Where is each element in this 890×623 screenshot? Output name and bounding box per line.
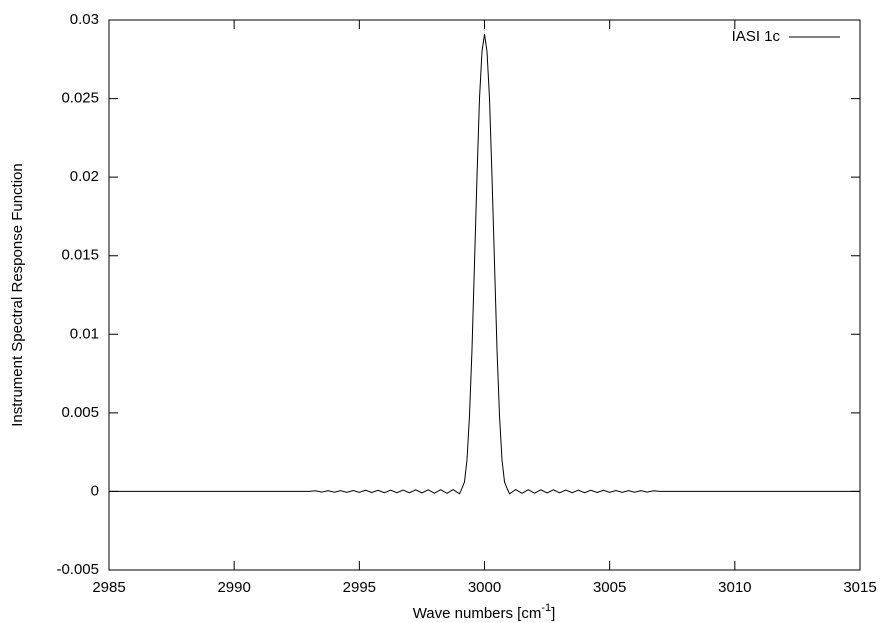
y-tick-label: 0 [91,482,99,499]
x-tick-label: 3010 [718,579,751,596]
x-axis-label-sup: -1 [541,602,551,614]
x-axis-label: Wave numbers [cm-1] [413,602,556,622]
x-tick-label: 2990 [217,579,250,596]
y-tick-label: 0.015 [61,247,99,264]
x-axis-label-suffix: ] [551,605,555,622]
y-tick-label: 0.025 [61,90,99,107]
x-tick-label: 2995 [343,579,376,596]
x-tick-label: 2985 [92,579,125,596]
legend-label: IASI 1c [732,28,781,45]
series-line [109,34,860,495]
x-tick-label: 3015 [843,579,876,596]
y-tick-label: 0.03 [70,11,99,28]
y-axis-label: Instrument Spectral Response Function [9,163,26,426]
x-axis-label-text: Wave numbers [cm [413,605,542,622]
x-tick-label: 3005 [593,579,626,596]
y-tick-label: 0.005 [61,404,99,421]
y-tick-label: -0.005 [56,561,99,578]
y-tick-label: 0.02 [70,168,99,185]
plot-frame [108,19,861,571]
y-tick-label: 0.01 [70,325,99,342]
x-tick-label: 3000 [468,579,501,596]
